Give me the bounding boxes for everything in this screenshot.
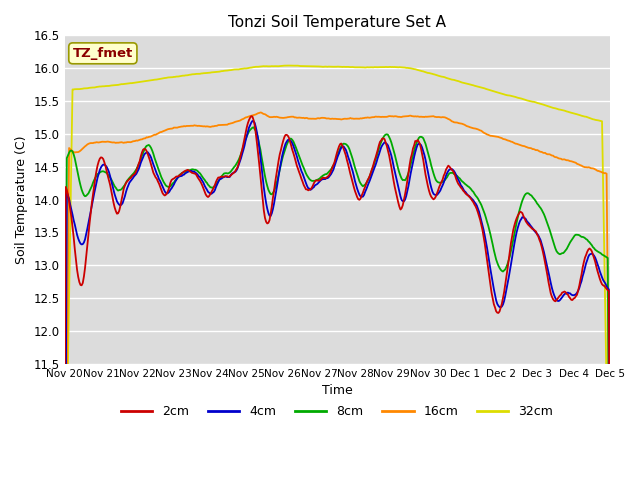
Legend: 2cm, 4cm, 8cm, 16cm, 32cm: 2cm, 4cm, 8cm, 16cm, 32cm — [116, 400, 558, 423]
X-axis label: Time: Time — [322, 384, 353, 397]
Y-axis label: Soil Temperature (C): Soil Temperature (C) — [15, 135, 28, 264]
Text: TZ_fmet: TZ_fmet — [73, 47, 133, 60]
Title: Tonzi Soil Temperature Set A: Tonzi Soil Temperature Set A — [228, 15, 446, 30]
